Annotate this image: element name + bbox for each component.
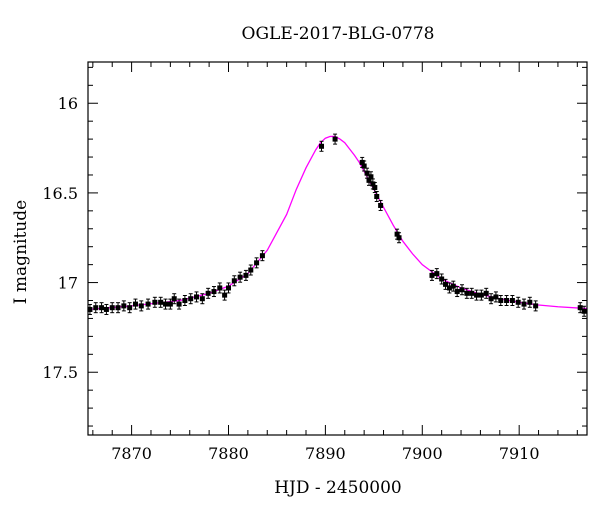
data-point	[459, 284, 465, 296]
data-point	[205, 287, 211, 299]
data-point	[374, 190, 380, 202]
data-point	[109, 302, 115, 314]
data-point	[488, 293, 494, 305]
y-tick-label: 17	[58, 274, 78, 293]
data-point	[372, 182, 378, 194]
data-point	[454, 286, 460, 298]
data-point	[429, 269, 435, 281]
data-point	[504, 295, 510, 307]
data-point	[115, 302, 121, 314]
x-tick-label: 7880	[208, 444, 249, 463]
data-point	[332, 133, 338, 145]
data-point	[319, 140, 325, 152]
data-point	[199, 293, 205, 305]
y-tick-label: 16	[58, 94, 78, 113]
data-point	[217, 282, 223, 294]
model-curve-layer	[87, 135, 588, 311]
data-point	[581, 305, 587, 317]
data-point	[93, 302, 99, 314]
data-point	[121, 300, 127, 312]
data-point	[509, 295, 515, 307]
data-point	[225, 282, 231, 294]
data-point	[439, 273, 445, 285]
data-point	[231, 275, 237, 287]
data-point	[127, 302, 133, 314]
x-tick-label: 7870	[111, 444, 152, 463]
x-tick-label: 7890	[305, 444, 346, 463]
axis-tick-labels: 7870 7880 7890 7900 7910 16 16.5 17 17.5	[42, 94, 539, 463]
data-point	[434, 268, 440, 280]
x-axis-label: HJD - 2450000	[274, 478, 402, 498]
x-tick-label: 7900	[402, 444, 443, 463]
data-point	[132, 298, 138, 310]
data-point	[163, 298, 169, 310]
data-point	[478, 289, 484, 301]
data-point	[498, 295, 504, 307]
data-point	[103, 303, 109, 315]
data-point	[222, 289, 228, 301]
data-point	[158, 296, 164, 308]
data-point	[176, 298, 182, 310]
data-point	[527, 296, 533, 308]
data-point	[577, 302, 583, 314]
data-point	[182, 295, 188, 307]
data-point	[167, 298, 173, 310]
data-point	[464, 287, 470, 299]
data-point	[237, 271, 243, 283]
data-point	[259, 250, 265, 262]
data-point	[474, 289, 480, 301]
y-tick-label: 16.5	[42, 184, 78, 203]
data-point	[243, 269, 249, 281]
y-tick-label: 17.5	[42, 363, 78, 382]
axis-ticks	[88, 62, 587, 435]
data-point	[483, 287, 489, 299]
data-point	[145, 298, 151, 310]
model-curve	[87, 135, 588, 311]
data-point	[254, 257, 260, 269]
plot-frame	[87, 61, 588, 436]
data-point	[446, 282, 452, 294]
data-point	[493, 291, 499, 303]
data-point	[171, 293, 177, 305]
data-point	[533, 300, 539, 312]
y-axis-label: I magnitude	[11, 200, 31, 304]
data-point	[396, 232, 402, 244]
data-point	[188, 293, 194, 305]
data-point	[211, 286, 217, 298]
chart-title: OGLE-2017-BLG-0778	[242, 24, 435, 44]
data-point	[152, 296, 158, 308]
data-point	[378, 199, 384, 211]
data-point	[194, 291, 200, 303]
data-point	[138, 300, 144, 312]
data-point	[248, 264, 254, 276]
data-point	[87, 303, 93, 315]
data-point	[521, 298, 527, 310]
x-tick-label: 7910	[499, 444, 540, 463]
data-point	[469, 287, 475, 299]
data-point	[443, 278, 449, 290]
data-point	[515, 296, 521, 308]
data-points-layer	[87, 133, 587, 317]
data-point	[450, 280, 456, 292]
data-point	[99, 302, 105, 314]
